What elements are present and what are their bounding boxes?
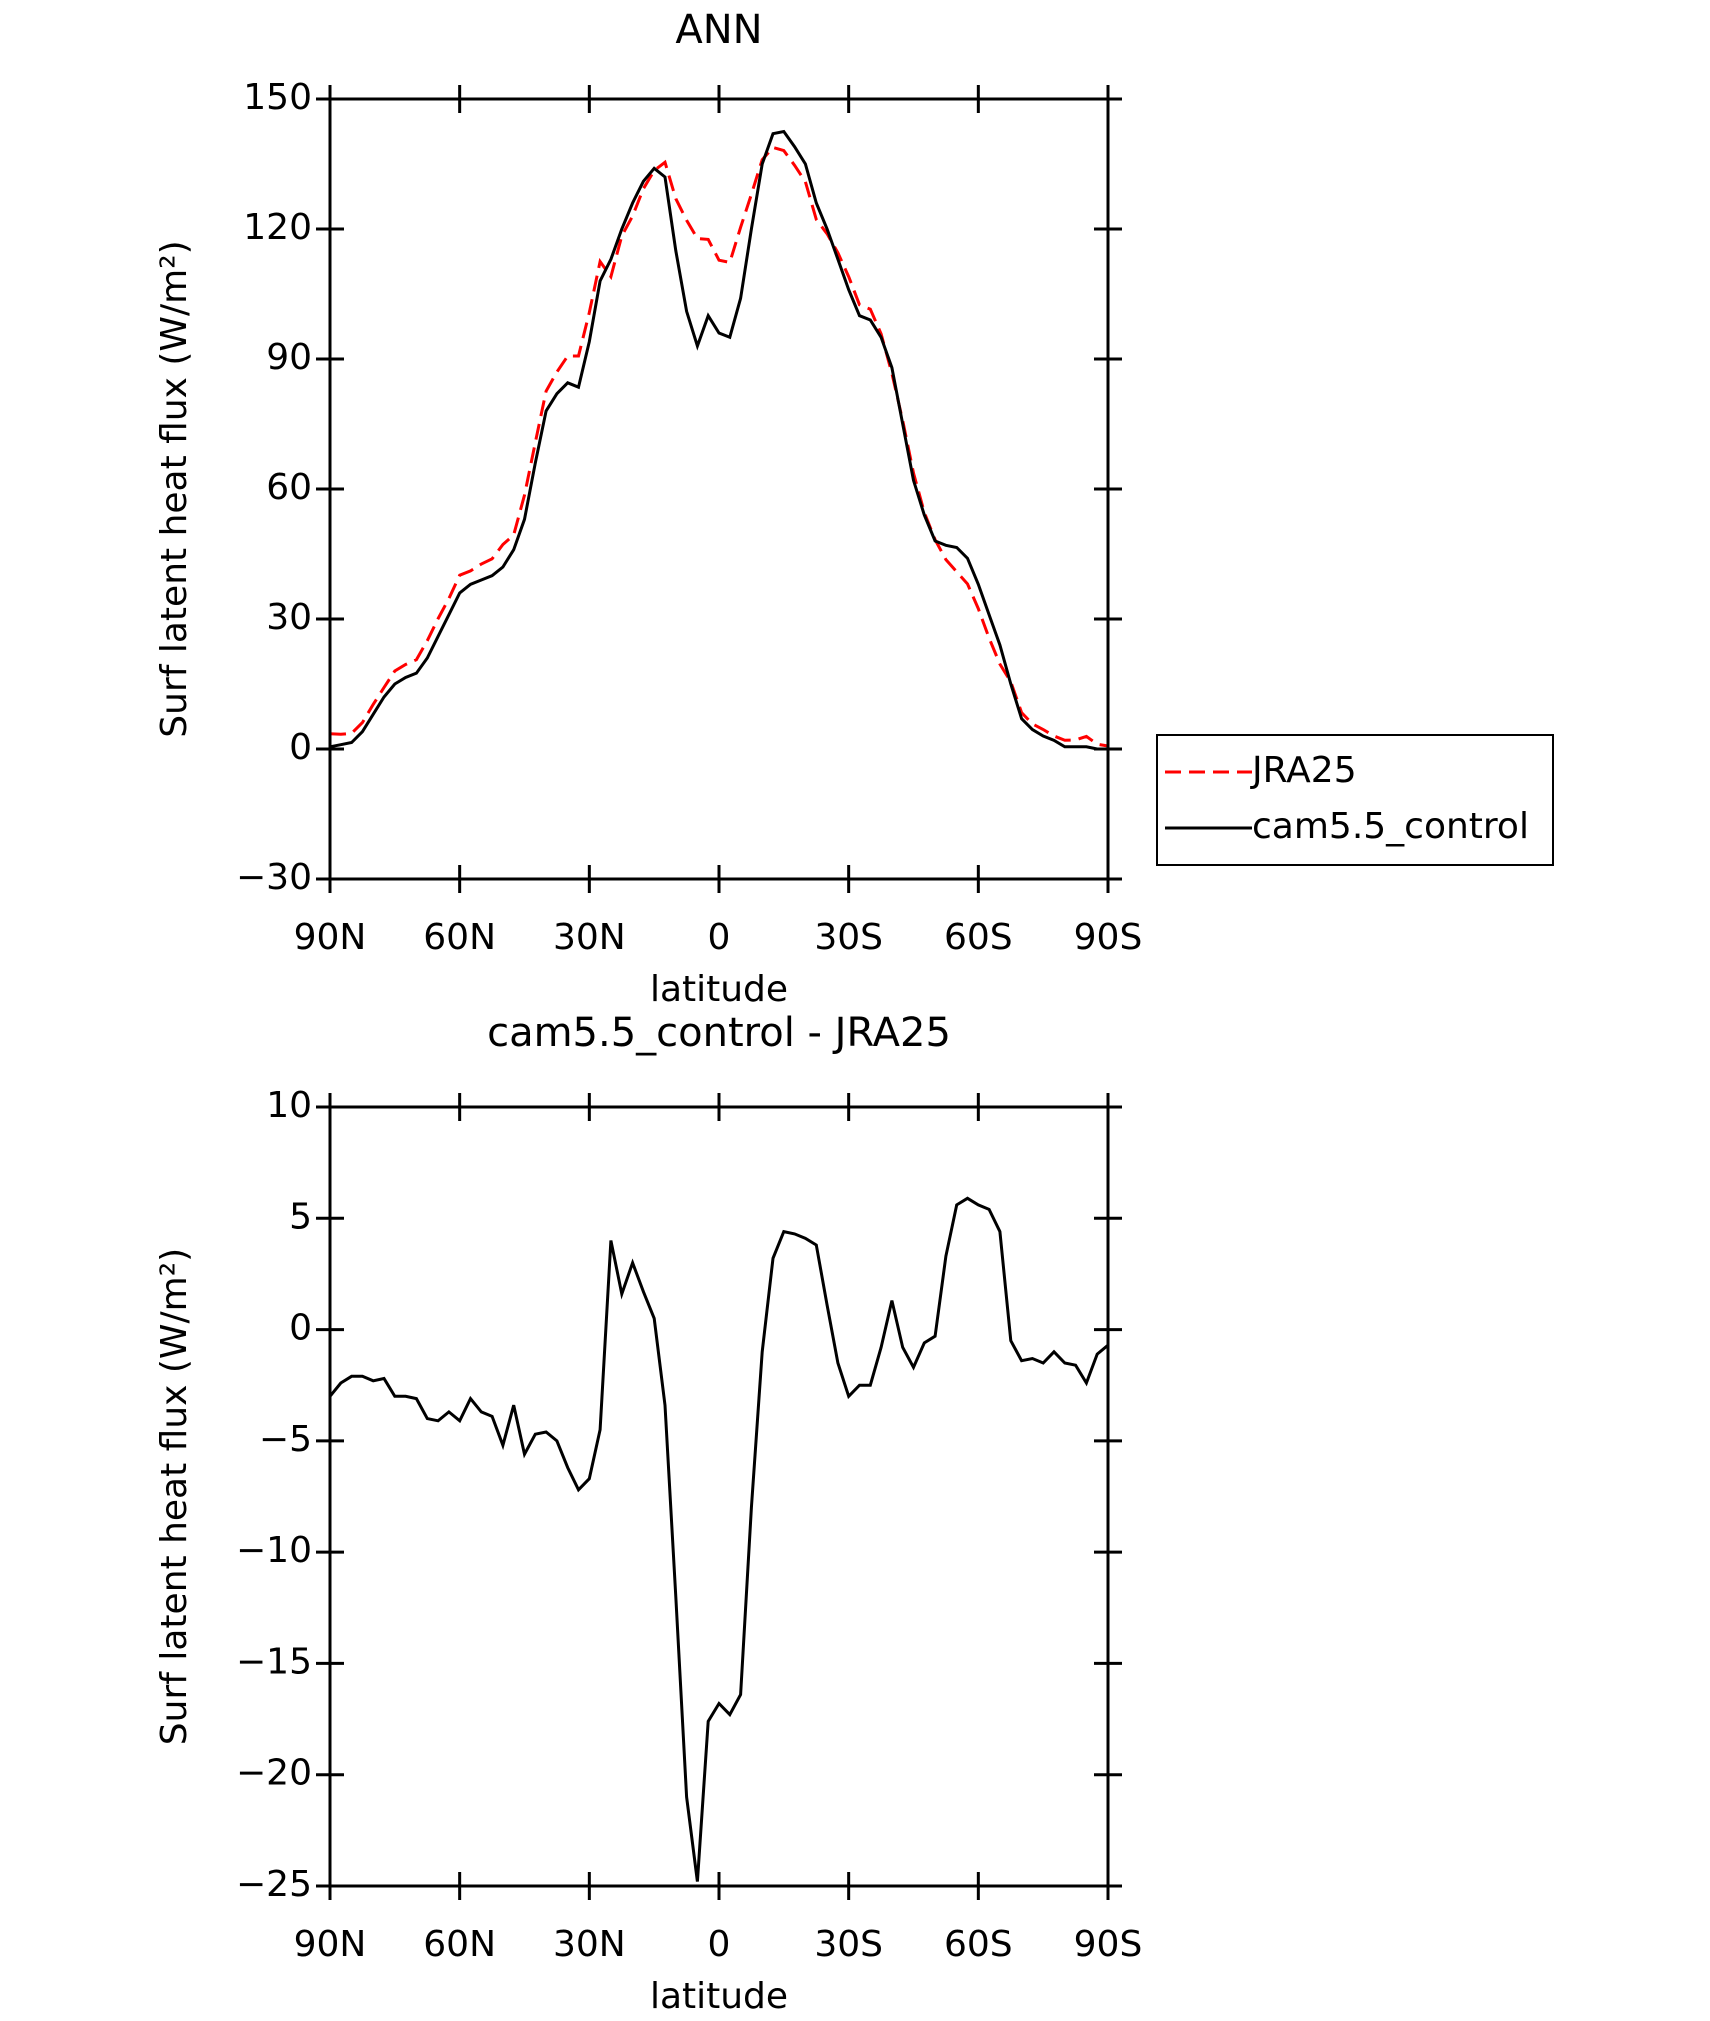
x-tick-label: 60S xyxy=(944,1924,1013,1965)
y-tick-label: −20 xyxy=(236,1753,312,1794)
x-tick-label: 90S xyxy=(1074,917,1143,958)
y-tick-label: 0 xyxy=(289,1308,312,1349)
x-tick-label: 60S xyxy=(944,917,1013,958)
plot-frame xyxy=(328,1105,1110,1888)
data-line xyxy=(328,1196,1109,1882)
y-tick-label: −30 xyxy=(236,857,312,898)
y-tick-label: 30 xyxy=(266,597,312,638)
x-tick-label: 30N xyxy=(553,1924,626,1965)
legend-label: cam5.5_control xyxy=(1252,806,1529,847)
x-tick-label: 0 xyxy=(708,1924,731,1965)
y-tick-label: 120 xyxy=(243,207,312,248)
x-tick-label: 30S xyxy=(814,1924,883,1965)
x-tick-label: 60N xyxy=(423,917,496,958)
y-tick-label: 5 xyxy=(289,1196,312,1237)
legend-label: JRA25 xyxy=(1250,750,1357,791)
x-axis-label: latitude xyxy=(650,1976,788,2017)
y-tick-label: 150 xyxy=(243,77,312,118)
y-tick-label: −10 xyxy=(236,1530,312,1571)
y-tick-label: 10 xyxy=(266,1085,312,1126)
y-tick-label: −5 xyxy=(259,1419,312,1460)
y-tick-label: 0 xyxy=(289,727,312,768)
y-tick-label: −15 xyxy=(236,1641,312,1682)
plot-frame xyxy=(328,97,1110,881)
x-tick-label: 60N xyxy=(423,1924,496,1965)
x-tick-label: 30N xyxy=(553,917,626,958)
x-tick-label: 90N xyxy=(294,917,367,958)
y-tick-label: 90 xyxy=(266,337,312,378)
x-tick-label: 30S xyxy=(814,917,883,958)
x-tick-label: 0 xyxy=(708,917,731,958)
y-tick-label: 60 xyxy=(266,467,312,508)
x-tick-label: 90S xyxy=(1074,1924,1143,1965)
data-line xyxy=(329,145,1109,748)
chart-title: ANN xyxy=(675,7,762,53)
y-tick-label: −25 xyxy=(236,1864,312,1905)
x-axis-label: latitude xyxy=(650,969,788,1010)
y-axis-label: Surf latent heat flux (W/m²) xyxy=(154,240,195,737)
legend-box xyxy=(1156,734,1554,866)
data-line xyxy=(329,129,1108,751)
chart-title: cam5.5_control - JRA25 xyxy=(487,1010,951,1056)
x-tick-label: 90N xyxy=(294,1924,367,1965)
y-axis-label: Surf latent heat flux (W/m²) xyxy=(154,1248,195,1745)
